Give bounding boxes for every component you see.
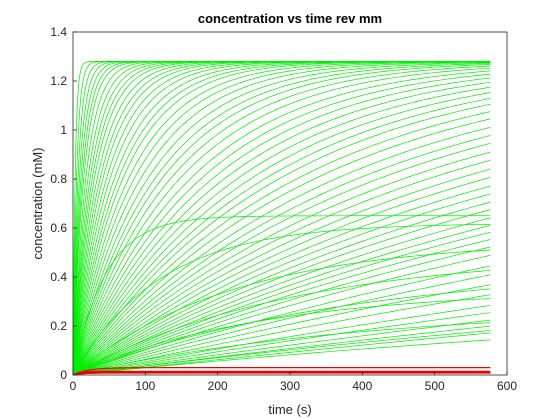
series-line-green: [72, 64, 491, 376]
series-line-green: [72, 81, 491, 376]
series-line-green: [72, 151, 491, 376]
x-tick-label: 100: [135, 379, 155, 393]
x-tick-label: 600: [497, 379, 517, 393]
series-line-green: [72, 231, 491, 376]
series-line-green: [72, 201, 491, 376]
series-line-green: [72, 143, 491, 376]
x-tick-label: 300: [280, 379, 300, 393]
series-line-green: [72, 73, 491, 376]
series-line-green: [72, 103, 491, 376]
series-line-green: [72, 298, 491, 376]
series-line-green: [72, 185, 491, 376]
series-line-green: [72, 274, 491, 376]
series-line-green: [72, 270, 491, 376]
series-layer: [72, 61, 491, 376]
series-line-green: [72, 118, 491, 376]
series-line-green: [72, 70, 491, 376]
chart-title: concentration vs time rev mm: [198, 11, 382, 26]
y-tick-label: 1: [60, 123, 67, 137]
y-tick-label: 1.2: [50, 74, 67, 88]
y-tick-label: 0.4: [50, 270, 67, 284]
x-tick-label: 200: [208, 379, 228, 393]
series-line-green: [72, 77, 491, 376]
series-line-green: [72, 135, 491, 376]
series-line-green: [72, 254, 491, 376]
series-line-red: [72, 370, 491, 376]
series-line-green: [72, 61, 491, 376]
series-line-green: [72, 67, 491, 376]
series-line-green: [72, 223, 491, 376]
series-line-red: [72, 367, 491, 376]
series-line-green: [72, 305, 491, 376]
series-line-green: [72, 159, 491, 376]
series-line-green: [72, 225, 491, 376]
y-tick-label: 0.2: [50, 319, 67, 333]
series-line-green: [72, 288, 491, 376]
y-tick-label: 1.4: [50, 25, 67, 39]
y-axis-title: concentration (mM): [30, 148, 45, 260]
series-line-green: [72, 111, 491, 376]
series-line-green: [72, 62, 491, 376]
series-line-green: [72, 177, 491, 376]
series-line-green: [72, 126, 491, 376]
series-line-green: [72, 92, 491, 376]
series-line-green: [72, 86, 491, 376]
y-tick-label: 0.8: [50, 172, 67, 186]
x-axis-title: time (s): [268, 402, 311, 417]
series-line-green: [72, 217, 491, 376]
x-tick-label: 400: [352, 379, 372, 393]
series-line-green: [72, 209, 491, 376]
y-axis-ticks: 0 0.2 0.4 0.6 0.8 1 1.2 1.4: [50, 25, 77, 382]
series-line-green: [72, 61, 491, 376]
series-line-green: [72, 249, 491, 376]
series-line-green: [72, 61, 491, 376]
series-line-green: [72, 193, 491, 376]
series-line-red: [72, 372, 491, 376]
y-tick-label: 0: [60, 368, 67, 382]
series-line-green: [72, 215, 491, 376]
y-tick-label: 0.6: [50, 221, 67, 235]
x-tick-label: 0: [70, 379, 77, 393]
series-line-green: [72, 265, 491, 376]
series-line-green: [72, 63, 491, 376]
x-tick-label: 500: [425, 379, 445, 393]
series-line-green: [72, 61, 491, 376]
series-line-green: [72, 65, 491, 376]
x-axis-ticks: 0 100 200 300 400 500 600: [70, 371, 517, 393]
